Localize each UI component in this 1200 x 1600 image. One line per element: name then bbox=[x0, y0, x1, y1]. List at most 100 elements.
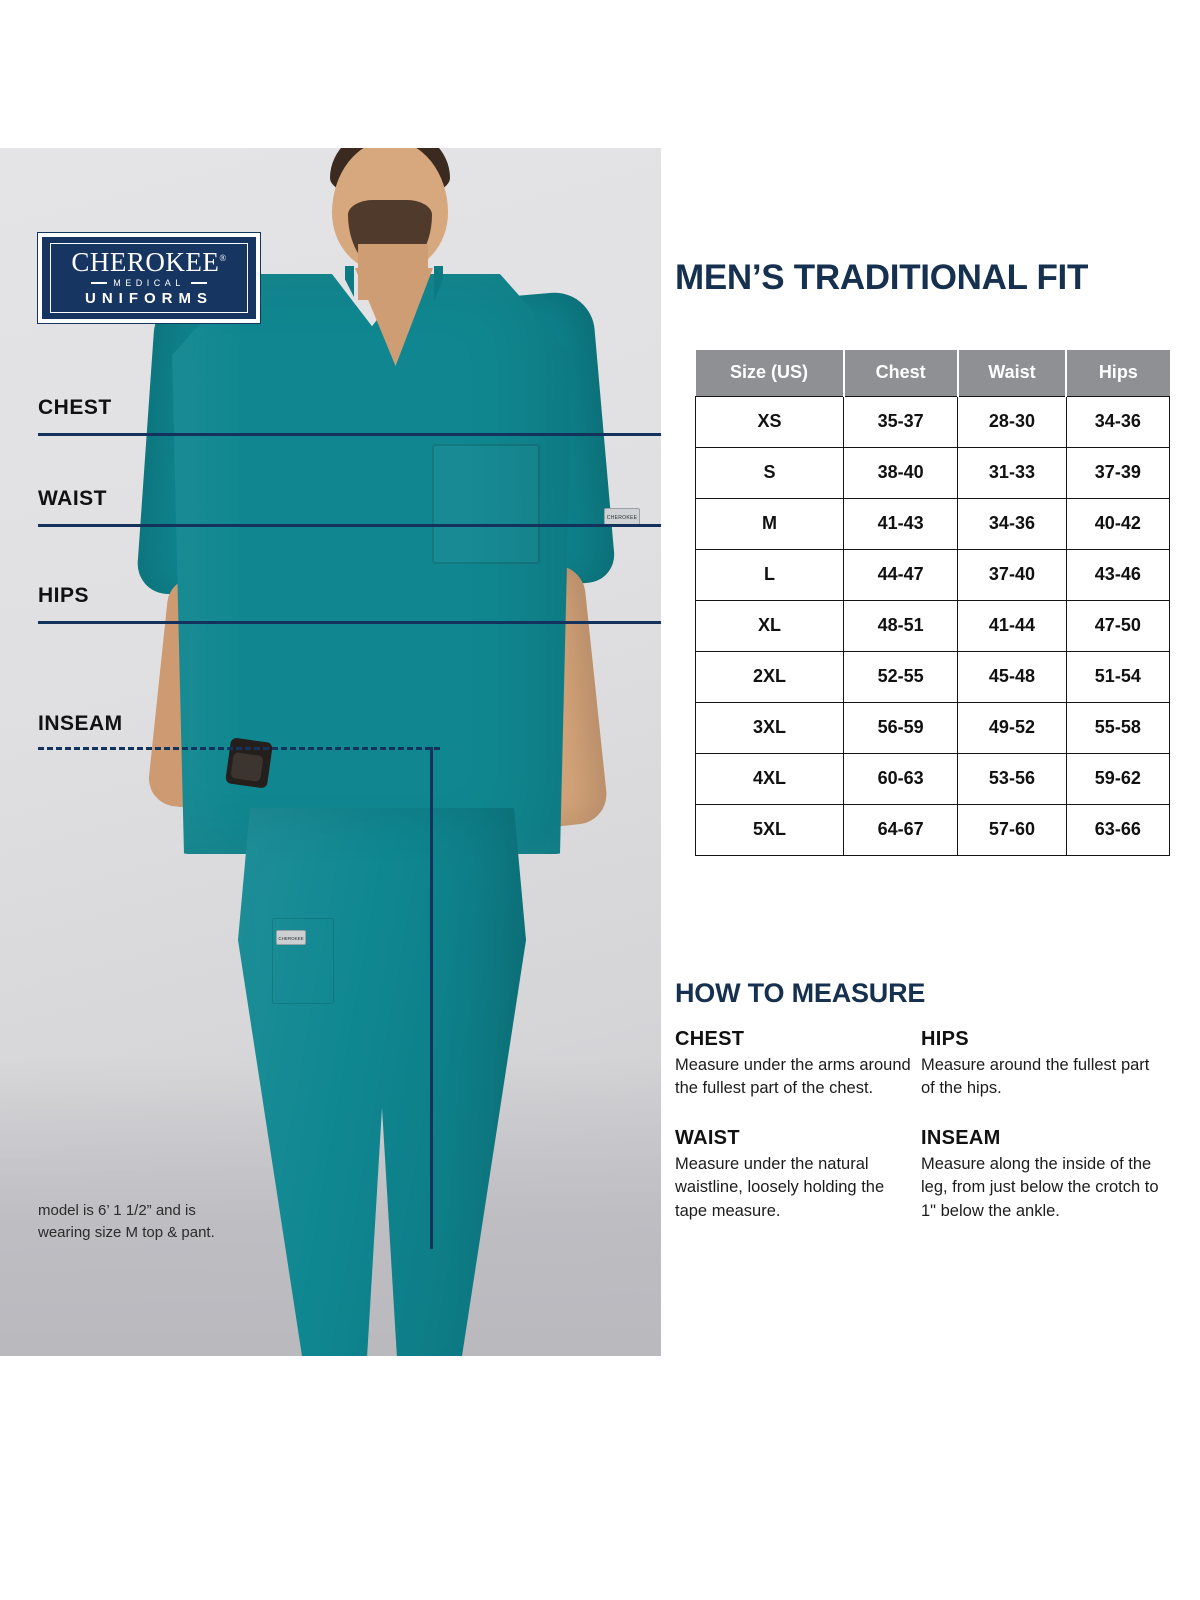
cell-waist: 45-48 bbox=[957, 650, 1067, 703]
cherokee-logo: CHEROKEE® MEDICAL UNIFORMS bbox=[38, 233, 260, 323]
cell-hips: 59-62 bbox=[1065, 752, 1171, 805]
cell-size: 2XL bbox=[695, 650, 844, 703]
callout-inseam: INSEAM bbox=[38, 712, 123, 736]
logo-medical-text: MEDICAL bbox=[113, 278, 185, 288]
column-header-hips: Hips bbox=[1066, 350, 1170, 396]
how-to-measure-heading: HOW TO MEASURE bbox=[675, 978, 926, 1008]
model-size-note: model is 6’ 1 1/2” and is wearing size M… bbox=[38, 1202, 215, 1241]
logo-wordmark: CHEROKEE® bbox=[71, 249, 226, 276]
cell-waist: 49-52 bbox=[957, 701, 1067, 754]
callout-waist: WAIST bbox=[38, 487, 107, 511]
cell-size: 4XL bbox=[695, 752, 844, 805]
cell-size: S bbox=[695, 446, 844, 499]
cargo-pocket bbox=[272, 918, 334, 1004]
cell-chest: 64-67 bbox=[842, 803, 959, 856]
column-header-chest: Chest bbox=[843, 350, 959, 396]
cell-chest: 44-47 bbox=[842, 548, 959, 601]
callout-hips: HIPS bbox=[38, 584, 89, 608]
size-info-panel: MEN’S TRADITIONAL FIT Size (US) Chest Wa… bbox=[661, 148, 1200, 1356]
cell-chest: 60-63 bbox=[842, 752, 959, 805]
model-figure: CHEROKEE CHEROKEE bbox=[0, 148, 661, 1356]
cell-chest: 56-59 bbox=[842, 701, 959, 754]
hips-measure-line bbox=[38, 621, 744, 624]
waist-measure-line bbox=[38, 524, 744, 527]
cell-size: L bbox=[695, 548, 844, 601]
table-row: 4XL 60-63 53-56 59-62 bbox=[695, 752, 1171, 805]
cell-waist: 31-33 bbox=[957, 446, 1067, 499]
how-to-measure-grid: CHEST Measure under the arms around the … bbox=[675, 1028, 1185, 1223]
cell-size: XL bbox=[695, 599, 844, 652]
measure-item-hips-text: Measure around the fullest part of the h… bbox=[921, 1056, 1150, 1098]
cell-waist: 28-30 bbox=[957, 395, 1067, 448]
measure-item-inseam-text: Measure along the inside of the leg, fro… bbox=[921, 1154, 1159, 1220]
cell-size: 3XL bbox=[695, 701, 844, 754]
model-photo-panel: CHEROKEE CHEROKEE bbox=[0, 148, 661, 1356]
table-row: XL 48-51 41-44 47-50 bbox=[695, 599, 1171, 652]
measure-item-chest: CHEST Measure under the arms around the … bbox=[675, 1028, 917, 1101]
cell-hips: 37-39 bbox=[1065, 446, 1171, 499]
measure-item-waist-title: WAIST bbox=[675, 1126, 740, 1149]
size-chart-table: Size (US) Chest Waist Hips XS 35-37 28-3… bbox=[695, 350, 1171, 856]
size-chart-body: XS 35-37 28-30 34-36 S 38-40 31-33 37-39… bbox=[695, 395, 1171, 856]
measure-item-hips: HIPS Measure around the fullest part of … bbox=[921, 1028, 1163, 1101]
cell-waist: 37-40 bbox=[957, 548, 1067, 601]
callout-hips-label: HIPS bbox=[38, 584, 90, 607]
callout-inseam-label: INSEAM bbox=[38, 712, 123, 735]
page-title: MEN’S TRADITIONAL FIT bbox=[675, 258, 1089, 297]
cell-size: XS bbox=[695, 395, 844, 448]
table-row: 5XL 64-67 57-60 63-66 bbox=[695, 803, 1171, 856]
table-row: M 41-43 34-36 40-42 bbox=[695, 497, 1171, 550]
cell-chest: 41-43 bbox=[842, 497, 959, 550]
cell-size: M bbox=[695, 497, 844, 550]
cell-hips: 51-54 bbox=[1065, 650, 1171, 703]
scrub-pants-shading bbox=[238, 808, 526, 1356]
logo-registered-mark: ® bbox=[219, 253, 227, 263]
logo-medical-line: MEDICAL bbox=[91, 278, 207, 288]
inseam-vertical-line bbox=[430, 747, 433, 1249]
cell-hips: 40-42 bbox=[1065, 497, 1171, 550]
table-row: S 38-40 31-33 37-39 bbox=[695, 446, 1171, 499]
chest-measure-line bbox=[38, 433, 744, 436]
inseam-measure-line bbox=[38, 747, 440, 750]
table-row: 2XL 52-55 45-48 51-54 bbox=[695, 650, 1171, 703]
logo-inner-frame: CHEROKEE® MEDICAL UNIFORMS bbox=[50, 243, 248, 313]
wrist-watch-face bbox=[230, 752, 264, 782]
callout-chest-label: CHEST bbox=[38, 396, 112, 419]
cell-chest: 38-40 bbox=[842, 446, 959, 499]
column-header-waist: Waist bbox=[957, 350, 1068, 396]
cell-hips: 55-58 bbox=[1065, 701, 1171, 754]
measure-item-chest-title: CHEST bbox=[675, 1028, 745, 1050]
measure-item-waist-text: Measure under the natural waistline, loo… bbox=[675, 1154, 885, 1220]
table-row: L 44-47 37-40 43-46 bbox=[695, 548, 1171, 601]
measure-item-hips-title: HIPS bbox=[921, 1028, 969, 1050]
cargo-pocket-brand-tag: CHEROKEE bbox=[276, 930, 306, 945]
cell-waist: 57-60 bbox=[957, 803, 1067, 856]
cell-waist: 53-56 bbox=[957, 752, 1067, 805]
table-row: XS 35-37 28-30 34-36 bbox=[695, 395, 1171, 448]
cell-hips: 47-50 bbox=[1065, 599, 1171, 652]
logo-brand-name: CHEROKEE bbox=[71, 247, 220, 277]
column-header-size: Size (US) bbox=[695, 350, 845, 396]
cell-hips: 34-36 bbox=[1065, 395, 1171, 448]
cell-waist: 34-36 bbox=[957, 497, 1067, 550]
cell-chest: 35-37 bbox=[842, 395, 959, 448]
measure-item-inseam: INSEAM Measure along the inside of the l… bbox=[921, 1127, 1163, 1223]
callout-chest: CHEST bbox=[38, 396, 112, 420]
chest-pocket bbox=[432, 444, 540, 564]
measure-item-waist: WAIST Measure under the natural waistlin… bbox=[675, 1127, 917, 1223]
cell-chest: 48-51 bbox=[842, 599, 959, 652]
cell-chest: 52-55 bbox=[842, 650, 959, 703]
callout-waist-label: WAIST bbox=[38, 487, 107, 510]
measure-item-inseam-title: INSEAM bbox=[921, 1126, 1001, 1149]
cell-hips: 63-66 bbox=[1065, 803, 1171, 856]
cell-hips: 43-46 bbox=[1065, 548, 1171, 601]
cell-waist: 41-44 bbox=[957, 599, 1067, 652]
cell-size: 5XL bbox=[695, 803, 844, 856]
logo-uniforms-text: UNIFORMS bbox=[85, 290, 213, 307]
size-chart-head: Size (US) Chest Waist Hips bbox=[695, 350, 1170, 396]
logo-rule-right bbox=[190, 282, 207, 284]
logo-rule-left bbox=[91, 282, 108, 284]
measure-item-chest-text: Measure under the arms around the fulles… bbox=[675, 1056, 911, 1098]
size-chart-header-row: Size (US) Chest Waist Hips bbox=[695, 350, 1170, 396]
